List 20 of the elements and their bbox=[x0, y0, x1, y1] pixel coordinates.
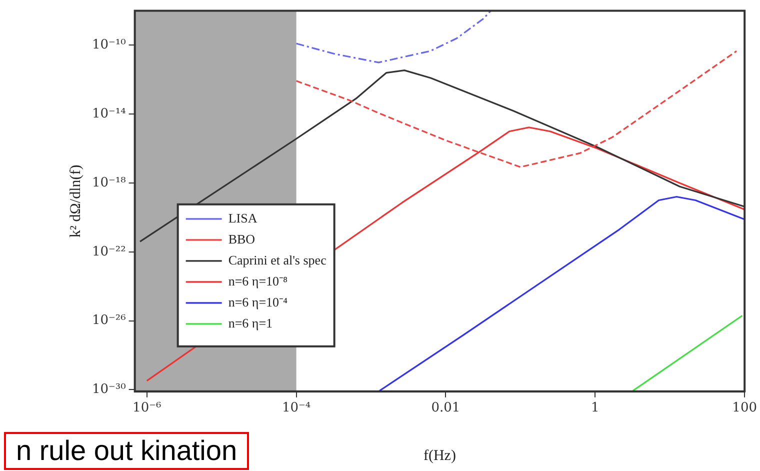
legend-label: Caprini et al's spec bbox=[228, 252, 327, 268]
x-axis-title: f(Hz) bbox=[423, 448, 456, 464]
x-tick-label: 100 bbox=[732, 400, 758, 416]
legend-label: LISA bbox=[228, 210, 258, 226]
text: n rule out kination bbox=[16, 435, 238, 466]
y-tick-label: 10⁻²² bbox=[92, 244, 126, 260]
legend-label: n=6 η=1 bbox=[228, 315, 273, 330]
y-tick-label: 10⁻¹⁰ bbox=[92, 38, 126, 53]
y-axis-title: k² dΩ/dln(f) bbox=[68, 164, 84, 238]
legend-label: BBO bbox=[228, 231, 256, 246]
y-tick-label: 10⁻³⁰ bbox=[92, 382, 126, 398]
legend-label: n=6 η=10⁻⁸ bbox=[228, 273, 288, 288]
x-tick-label: 10⁻⁴ bbox=[282, 400, 311, 416]
x-tick-label: 0.01 bbox=[431, 400, 460, 416]
y-tick-label: 10⁻²⁶ bbox=[92, 313, 126, 328]
legend-label: n=6 η=10⁻⁴ bbox=[228, 294, 288, 310]
y-tick-label: 10⁻¹⁸ bbox=[92, 175, 126, 190]
y-tick-label: 10⁻¹⁴ bbox=[92, 106, 126, 122]
x-tick-label: 10⁻⁶ bbox=[132, 400, 162, 416]
x-tick-label: 1 bbox=[591, 400, 600, 416]
